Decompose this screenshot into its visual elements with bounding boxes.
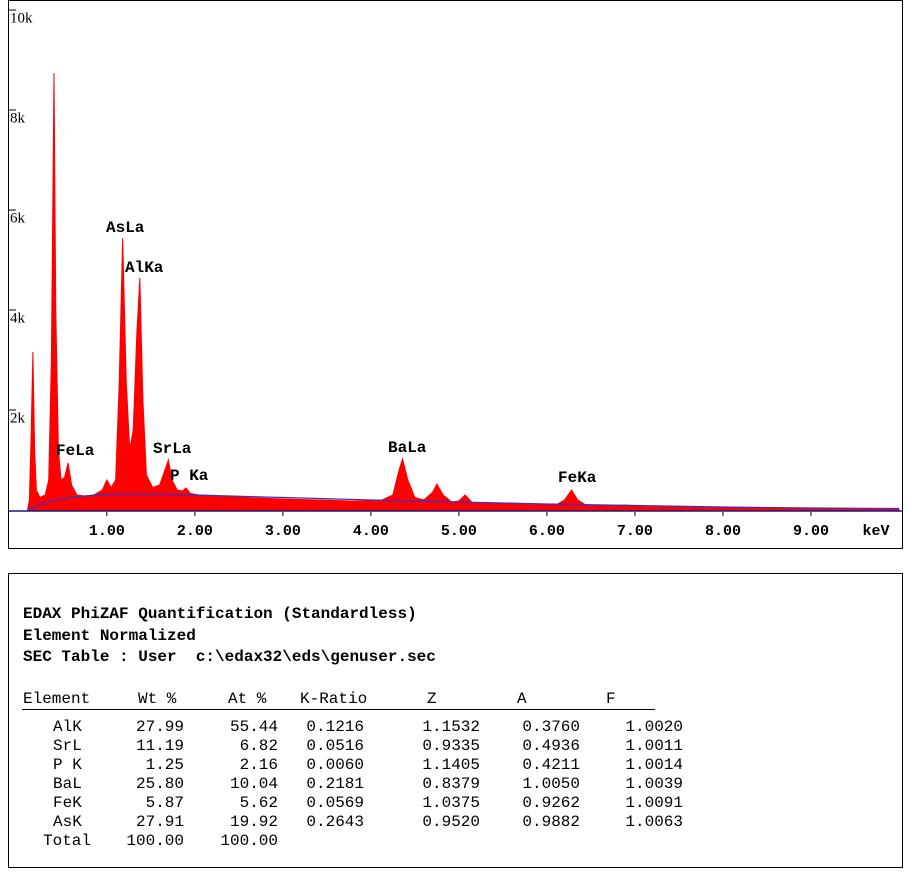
table-cell: 0.4936 [522,737,580,755]
peak-label: AsLa [106,219,145,237]
table-cell: 0.3760 [522,718,580,736]
element-name: BaL [53,775,82,793]
table-cell: 0.0569 [306,794,364,812]
element-name: AsK [53,813,82,831]
table-cell: 0.9520 [422,813,480,831]
spectrum-area [27,72,900,511]
table-cell: 0.8379 [422,775,480,793]
element-name: FeK [53,794,82,812]
table-cell: 5.87 [146,794,184,812]
table-cell: 1.0020 [625,718,683,736]
y-tick-label: 10k [10,10,33,26]
element-name: AlK [53,718,82,736]
y-tick-label: 6k [10,210,26,226]
table-cell: 1.0039 [625,775,683,793]
total-label: Total [43,832,91,850]
table-cell: 1.0050 [522,775,580,793]
table-cell: 1.0091 [625,794,683,812]
table-cell: 27.99 [136,718,184,736]
y-tick-label: 2k [10,410,26,426]
table-cell: 0.4211 [522,756,580,774]
column-header: At % [228,690,267,708]
sec-table: SEC Table : User c:\edax32\eds\genuser.s… [23,648,436,666]
table-cell: 27.91 [136,813,184,831]
table-cell: 1.1405 [422,756,480,774]
table-cell: 0.9335 [422,737,480,755]
peak-label: BaLa [388,439,427,457]
table-cell: 5.62 [240,794,278,812]
x-tick-label: 2.00 [177,523,213,540]
table-cell: 1.0375 [422,794,480,812]
peak-label: P Ka [170,467,209,485]
table-cell: 0.9262 [522,794,580,812]
x-tick-label: 5.00 [441,523,477,540]
column-header: K-Ratio [300,690,367,708]
column-header: A [517,690,527,708]
column-header: Wt % [138,690,177,708]
x-tick-label: 7.00 [617,523,653,540]
table-cell: 10.04 [230,775,278,793]
table-cell: 11.19 [136,737,184,755]
table-cell: 1.0014 [625,756,683,774]
y-tick-label: 8k [10,110,26,126]
table-cell: 1.25 [146,756,184,774]
table-cell: 55.44 [230,718,278,736]
table-cell: 0.2643 [306,813,364,831]
total-cell: 100.00 [220,832,278,850]
column-header: Z [427,690,437,708]
table-cell: 1.0011 [625,737,683,755]
table-cell: 6.82 [240,737,278,755]
table-cell: 19.92 [230,813,278,831]
x-tick-label: 4.00 [353,523,389,540]
peak-label: AlKa [125,259,164,277]
report-frame [8,573,903,868]
element-name: SrL [53,737,82,755]
x-tick-label: 6.00 [529,523,565,540]
report-title: EDAX PhiZAF Quantification (Standardless… [23,605,417,623]
y-tick-label: 4k [10,310,26,326]
peak-label: SrLa [153,440,192,458]
table-cell: 0.1216 [306,718,364,736]
x-tick-label: 9.00 [793,523,829,540]
table-cell: 1.1532 [422,718,480,736]
peak-label: FeLa [56,442,95,460]
table-cell: 0.9882 [522,813,580,831]
x-axis-label: keV [862,523,889,540]
plot: 2k 4k 6k 8k 10k 1.00 2.00 3.00 4.00 5.00 6.00 7.00 8… [9,9,902,540]
table-cell: 0.0516 [306,737,364,755]
chart-frame [8,0,903,549]
table-cell: 2.16 [240,756,278,774]
column-header: Element [23,690,90,708]
table-cell: 0.0060 [306,756,364,774]
element-name: P K [53,756,82,774]
table-cell: 1.0063 [625,813,683,831]
total-cell: 100.00 [126,832,184,850]
x-tick-label: 1.00 [89,523,125,540]
x-tick-label: 3.00 [265,523,301,540]
x-tick-label: 8.00 [705,523,741,540]
table-cell: 0.2181 [306,775,364,793]
report-subtitle: Element Normalized [23,627,196,645]
column-header: F [606,690,616,708]
peak-label: FeKa [558,469,597,487]
background-line [27,493,900,511]
table: Element Wt % At % K-Ratio Z A F AlK 27.99 55.44 0.… [23,690,683,850]
table-cell: 25.80 [136,775,184,793]
